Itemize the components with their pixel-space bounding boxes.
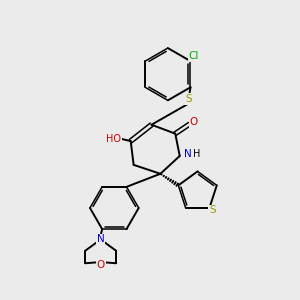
Text: N: N bbox=[184, 148, 192, 159]
Text: S: S bbox=[185, 94, 192, 104]
Text: O: O bbox=[190, 117, 198, 127]
Text: O: O bbox=[97, 260, 105, 270]
Text: H: H bbox=[193, 148, 201, 159]
Text: S: S bbox=[209, 205, 216, 215]
Text: HO: HO bbox=[106, 134, 121, 144]
Text: Cl: Cl bbox=[189, 51, 199, 61]
Text: N: N bbox=[97, 235, 104, 244]
